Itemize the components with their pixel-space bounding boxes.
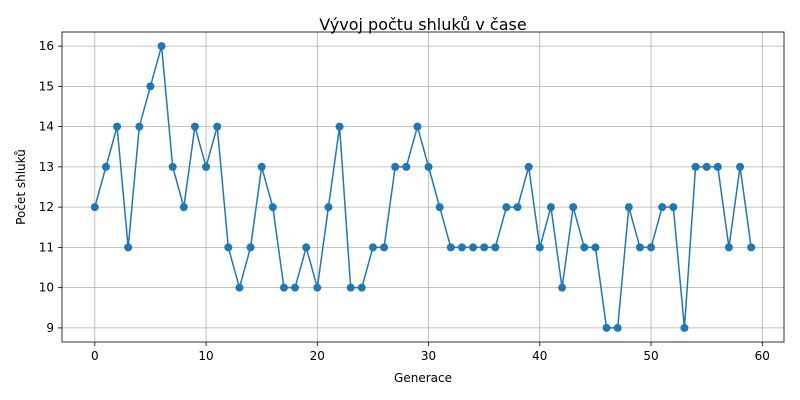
- data-point: [680, 323, 689, 332]
- data-point: [324, 203, 333, 212]
- data-point: [279, 283, 288, 292]
- data-point: [135, 122, 144, 131]
- data-point: [190, 122, 199, 131]
- data-point: [702, 162, 711, 171]
- data-point: [613, 323, 622, 332]
- x-tick-label: 60: [755, 349, 770, 363]
- data-point: [658, 203, 667, 212]
- x-tick-label: 10: [198, 349, 213, 363]
- data-point: [491, 243, 500, 252]
- y-tick-label: 9: [46, 321, 54, 335]
- data-point: [435, 203, 444, 212]
- axis-ticks: 0 10 20 30 40 50 60 9 10 11 12 13 14 15 16: [39, 39, 770, 363]
- y-tick-label: 15: [39, 79, 54, 93]
- data-point: [713, 162, 722, 171]
- data-point: [747, 243, 756, 252]
- data-point: [624, 203, 633, 212]
- data-point: [368, 243, 377, 252]
- y-tick-label: 11: [39, 240, 54, 254]
- data-point: [268, 203, 277, 212]
- data-point: [391, 162, 400, 171]
- data-point: [257, 162, 266, 171]
- data-point: [647, 243, 656, 252]
- data-point: [179, 203, 188, 212]
- x-tick-label: 0: [91, 349, 99, 363]
- y-tick-label: 12: [39, 200, 54, 214]
- y-tick-label: 16: [39, 39, 54, 53]
- data-point: [669, 203, 678, 212]
- data-point: [380, 243, 389, 252]
- data-point: [235, 283, 244, 292]
- y-tick-label: 14: [39, 120, 54, 134]
- data-point: [736, 162, 745, 171]
- data-point: [591, 243, 600, 252]
- data-point: [691, 162, 700, 171]
- data-point: [302, 243, 311, 252]
- y-tick-label: 13: [39, 160, 54, 174]
- data-point: [313, 283, 322, 292]
- data-point: [558, 283, 567, 292]
- data-point: [213, 122, 222, 131]
- x-axis-label: Generace: [394, 371, 452, 385]
- series-cluster-count: [90, 42, 756, 332]
- data-point: [602, 323, 611, 332]
- data-point: [535, 243, 544, 252]
- data-point: [546, 203, 555, 212]
- data-point: [291, 283, 300, 292]
- data-point: [502, 203, 511, 212]
- data-point: [424, 162, 433, 171]
- x-tick-label: 50: [643, 349, 658, 363]
- data-point: [457, 243, 466, 252]
- data-point: [357, 283, 366, 292]
- data-point: [157, 42, 166, 51]
- data-point: [146, 82, 155, 91]
- y-axis-label: Počet shluků: [14, 149, 28, 225]
- data-point: [635, 243, 644, 252]
- chart-title: Vývoj počtu shluků v čase: [319, 15, 526, 34]
- data-point: [90, 203, 99, 212]
- data-point: [524, 162, 533, 171]
- data-point: [168, 162, 177, 171]
- data-point: [513, 203, 522, 212]
- x-tick-label: 40: [532, 349, 547, 363]
- y-tick-label: 10: [39, 281, 54, 295]
- data-point: [724, 243, 733, 252]
- data-point: [101, 162, 110, 171]
- plot-frame: [61, 31, 785, 343]
- data-point: [224, 243, 233, 252]
- x-tick-label: 30: [421, 349, 436, 363]
- data-point: [580, 243, 589, 252]
- data-point: [124, 243, 133, 252]
- data-point: [469, 243, 478, 252]
- data-point: [335, 122, 344, 131]
- data-point: [202, 162, 211, 171]
- data-point: [402, 162, 411, 171]
- data-point: [446, 243, 455, 252]
- data-point: [413, 122, 422, 131]
- data-point: [246, 243, 255, 252]
- data-point: [569, 203, 578, 212]
- data-point: [480, 243, 489, 252]
- data-point: [346, 283, 355, 292]
- x-tick-label: 20: [310, 349, 325, 363]
- data-point: [113, 122, 122, 131]
